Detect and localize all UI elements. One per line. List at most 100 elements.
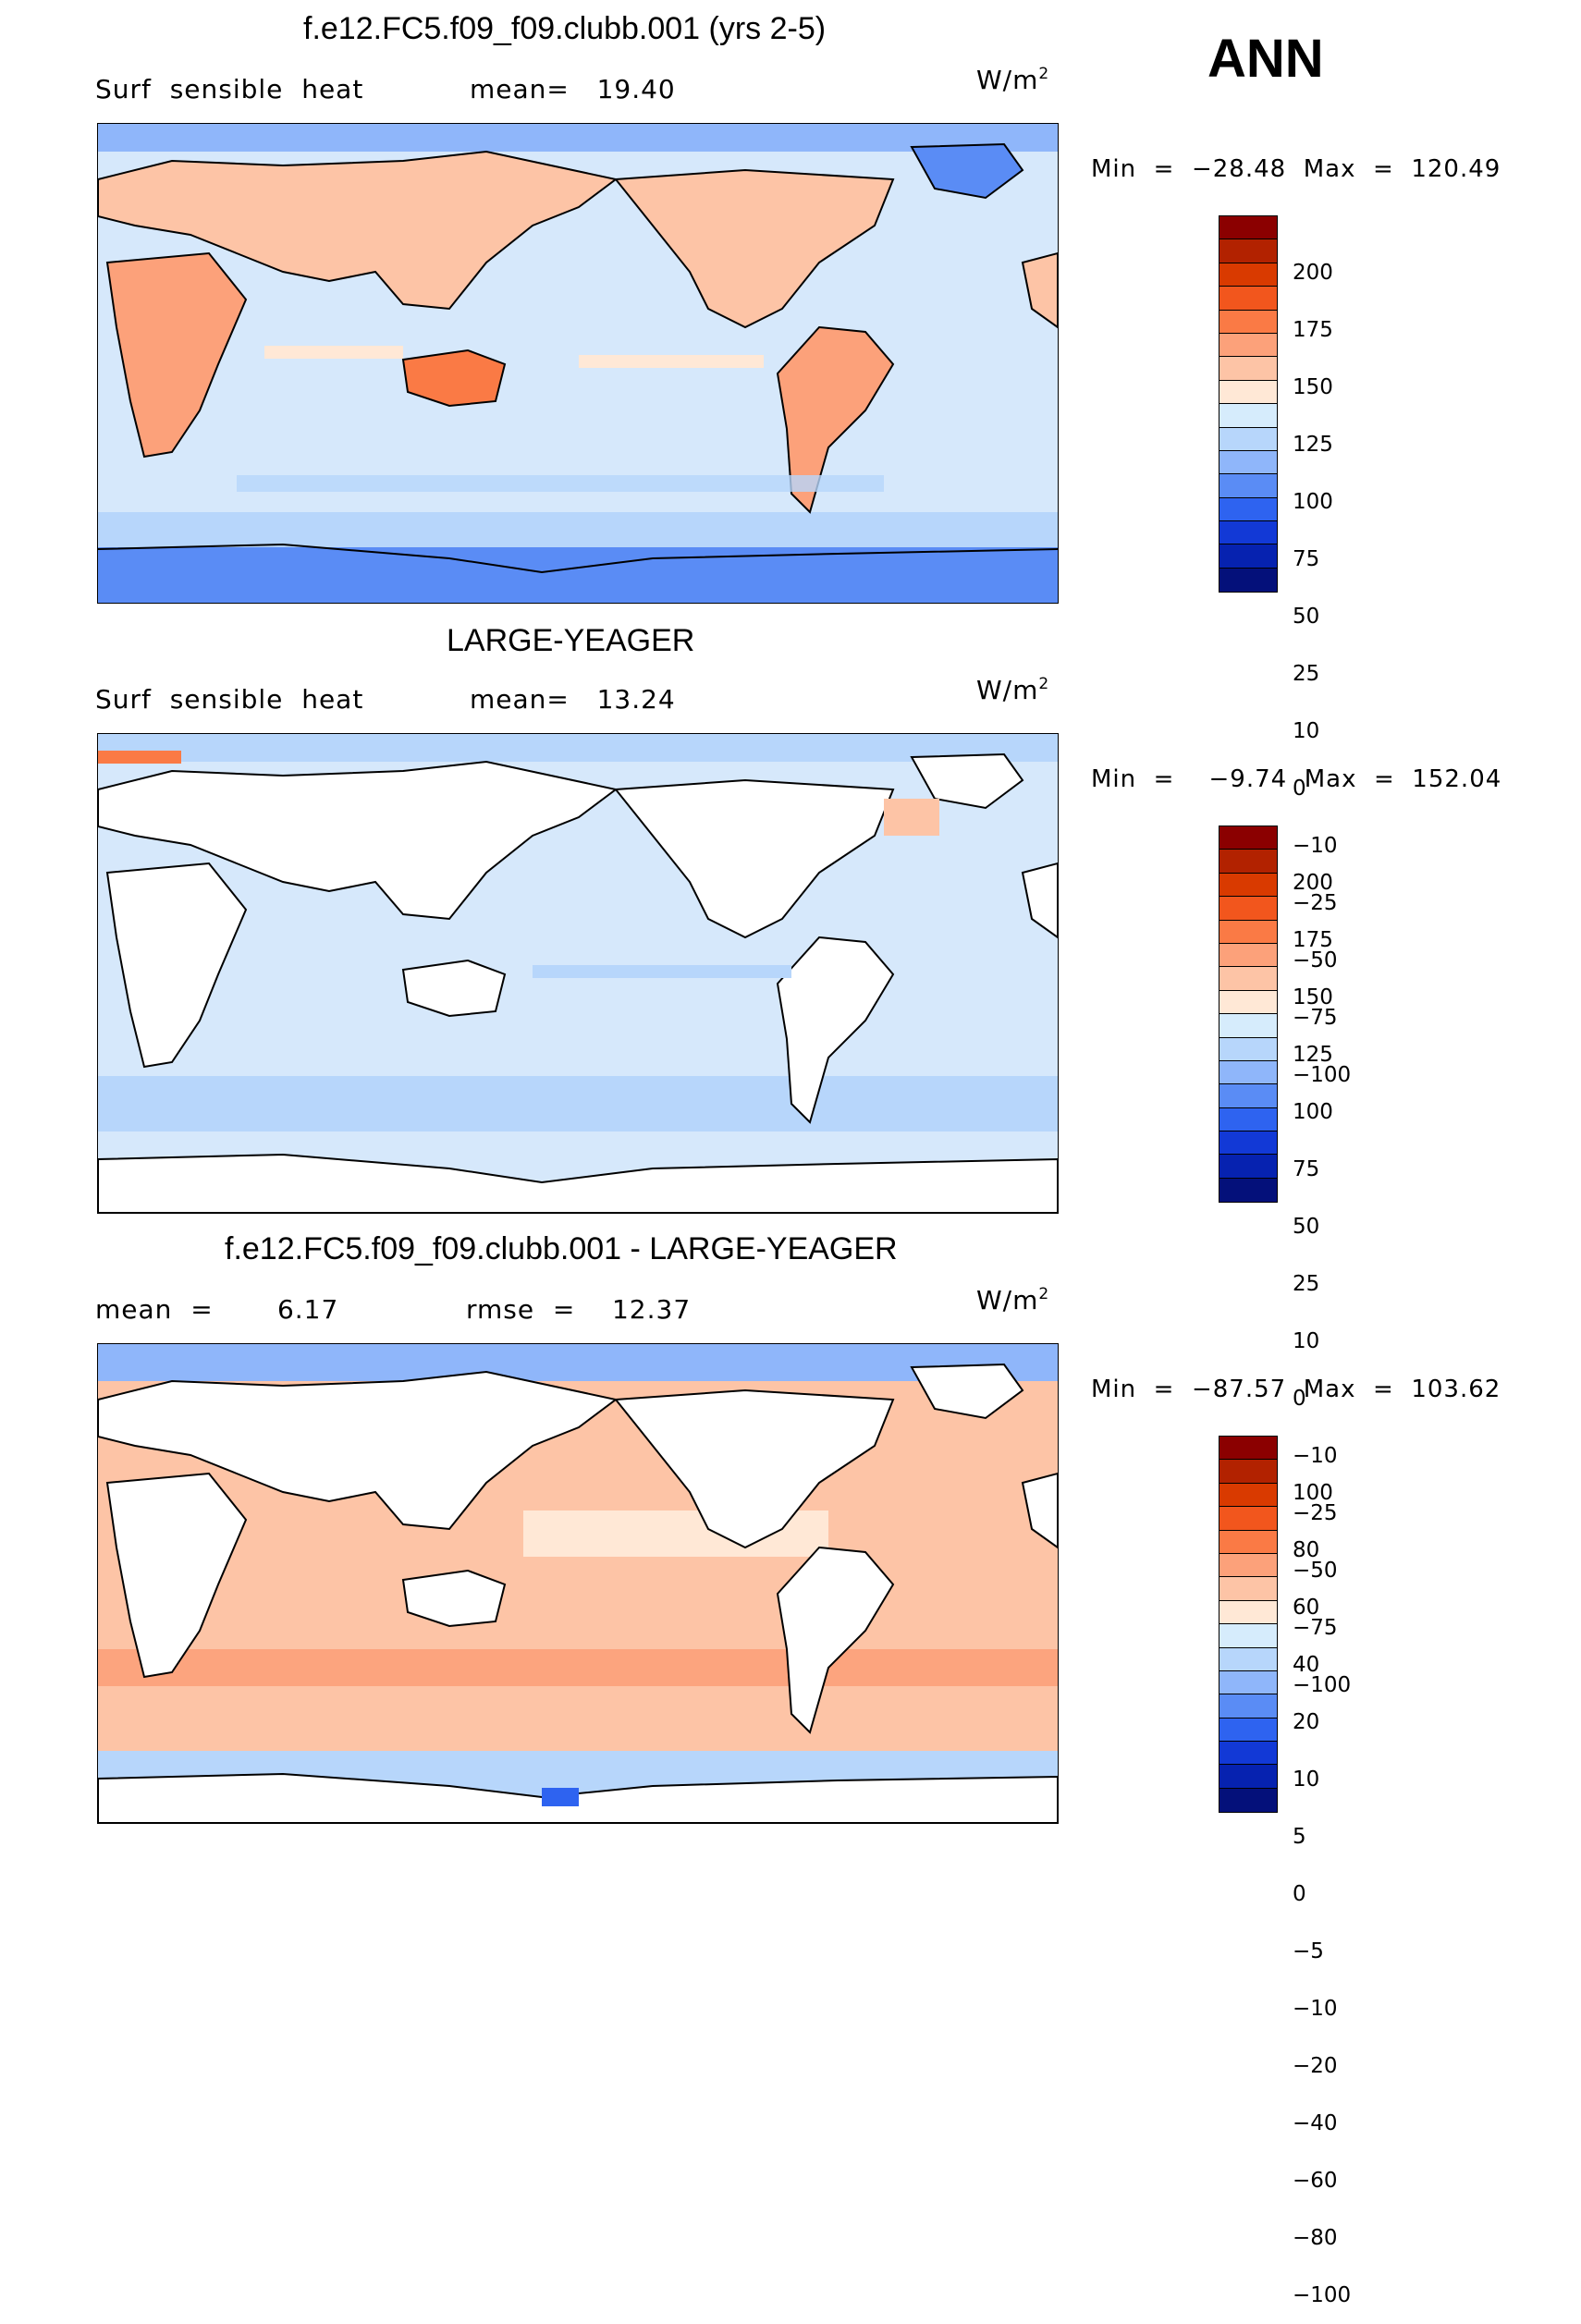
panel3-minmax: Min = −87.57 Max = 103.62 [1091, 1376, 1501, 1403]
colorbar-tick: −20 [1293, 2054, 1338, 2078]
colorbar-tick: 10 [1293, 1329, 1320, 1353]
colorbar-tick: 50 [1293, 605, 1320, 629]
panel2-map [97, 733, 1059, 1214]
southern-ocean-band [98, 512, 1058, 547]
panel2-title: LARGE-YEAGER [447, 623, 695, 658]
colorbar-tick: 10 [1293, 719, 1320, 743]
colorbar-tick: 10 [1293, 1767, 1320, 1792]
africa [105, 251, 248, 459]
southern-warm-band [98, 1649, 1058, 1686]
colorbar-tick: 150 [1293, 985, 1333, 1009]
eurasia [98, 760, 619, 921]
panel2-mean-label: mean= 13.24 [470, 684, 676, 715]
colorbar-tick: 0 [1293, 1387, 1306, 1411]
north-america [614, 168, 895, 329]
colorbar-tick: −60 [1293, 2169, 1338, 2193]
panel2-variable-label: Surf sensible heat [95, 684, 364, 715]
antarctica-coast [98, 543, 1058, 574]
colorbar-tick: −10 [1293, 1997, 1338, 2021]
africa [105, 862, 248, 1069]
africa-east-edge [1021, 251, 1058, 329]
north-america [614, 778, 895, 939]
north-america [614, 1388, 895, 1549]
south-america [776, 1546, 895, 1734]
panel1-minmax: Min = −28.48 Max = 120.49 [1091, 155, 1501, 183]
south-america [776, 936, 895, 1124]
barents-warm-patch [98, 751, 181, 764]
colorbar-tick: 100 [1293, 490, 1333, 514]
ocean-streak [237, 475, 884, 492]
colorbar-tick: −50 [1293, 948, 1338, 972]
colorbar-tick: 40 [1293, 1653, 1320, 1677]
colorbar-tick: 80 [1293, 1538, 1320, 1562]
panel3-units: W/m2 [976, 1285, 1050, 1315]
australia [401, 1569, 507, 1628]
colorbar-tick: 25 [1293, 1272, 1320, 1296]
panel3-mean-label: mean = 6.17 [95, 1294, 339, 1325]
colorbar-tick: −75 [1293, 1616, 1338, 1640]
panel1-variable-label: Surf sensible heat [95, 74, 364, 104]
panel3-colorbar [1219, 1436, 1278, 1814]
colorbar-tick: −75 [1293, 1006, 1338, 1030]
colorbar-tick: 75 [1293, 1157, 1320, 1181]
panel2-map-svg [98, 734, 1058, 1213]
panel2-colorbar-ticks: 200 175 150 125 100 75 50 25 10 0 −10 −2… [1293, 838, 1351, 1714]
panel3-map-svg [98, 1344, 1058, 1823]
colorbar-tick: −25 [1293, 891, 1338, 915]
colorbar-tick: 20 [1293, 1710, 1320, 1734]
panel3-colorbar-ticks: 100 80 60 40 20 10 5 0 −5 −10 −20 −40 −6… [1293, 1448, 1351, 2324]
greenland [910, 752, 1024, 810]
colorbar-tick: 150 [1293, 375, 1333, 399]
eurasia [98, 1370, 619, 1531]
colorbar-tick: −80 [1293, 2226, 1338, 2250]
africa-east-edge [1021, 862, 1058, 939]
southern-ocean-band [98, 1076, 1058, 1131]
colorbar-tick: 175 [1293, 928, 1333, 952]
panel1-title: f.e12.FC5.f09_f09.clubb.001 (yrs 2-5) [303, 11, 827, 46]
colorbar-tick: 5 [1293, 1825, 1306, 1849]
ross-sea-patch [542, 1788, 579, 1806]
ocean-streak [264, 346, 403, 359]
arctic-band [98, 734, 1058, 762]
colorbar-tick: 25 [1293, 662, 1320, 686]
colorbar-tick: 200 [1293, 871, 1333, 895]
panel1-map [97, 123, 1059, 604]
colorbar-tick: −10 [1293, 834, 1338, 858]
antarctica [98, 1153, 1058, 1213]
colorbar-tick: −100 [1293, 1673, 1352, 1697]
australia [401, 959, 507, 1018]
australia [401, 349, 507, 408]
colorbar-tick: 175 [1293, 318, 1333, 342]
panel3-map [97, 1343, 1059, 1824]
colorbar-tick: 0 [1293, 777, 1306, 801]
colorbar-tick: 100 [1293, 1100, 1333, 1124]
gulf-stream-patch [884, 799, 939, 836]
panel1-mean-label: mean= 19.40 [470, 74, 676, 104]
africa-east-edge [1021, 1472, 1058, 1549]
africa [105, 1472, 248, 1679]
panel1-map-svg [98, 124, 1058, 603]
panel3-rmse-label: rmse = 12.37 [466, 1294, 692, 1325]
greenland [910, 142, 1024, 200]
colorbar-tick: −100 [1293, 1063, 1352, 1087]
colorbar-tick: 100 [1293, 1481, 1333, 1505]
colorbar-tick: 125 [1293, 433, 1333, 457]
colorbar-tick: −50 [1293, 1559, 1338, 1583]
panel3-title: f.e12.FC5.f09_f09.clubb.001 - LARGE-YEAG… [225, 1231, 898, 1266]
colorbar-tick: −5 [1293, 1939, 1324, 1963]
greenland [910, 1363, 1024, 1420]
colorbar-tick: −10 [1293, 1444, 1338, 1468]
season-label: ANN [1207, 29, 1324, 89]
colorbar-tick: 0 [1293, 1882, 1306, 1906]
colorbar-tick: −40 [1293, 2111, 1338, 2135]
panel2-colorbar [1219, 826, 1278, 1204]
ocean-streak [533, 965, 791, 978]
colorbar-tick: −25 [1293, 1501, 1338, 1525]
colorbar-tick: 60 [1293, 1596, 1320, 1620]
panel2-units: W/m2 [976, 675, 1050, 705]
panel2-minmax: Min = −9.74 Max = 152.04 [1091, 765, 1502, 793]
arctic-band [98, 124, 1058, 152]
arctic-band [98, 1344, 1058, 1381]
colorbar-tick: 50 [1293, 1215, 1320, 1239]
colorbar-tick: 75 [1293, 547, 1320, 571]
